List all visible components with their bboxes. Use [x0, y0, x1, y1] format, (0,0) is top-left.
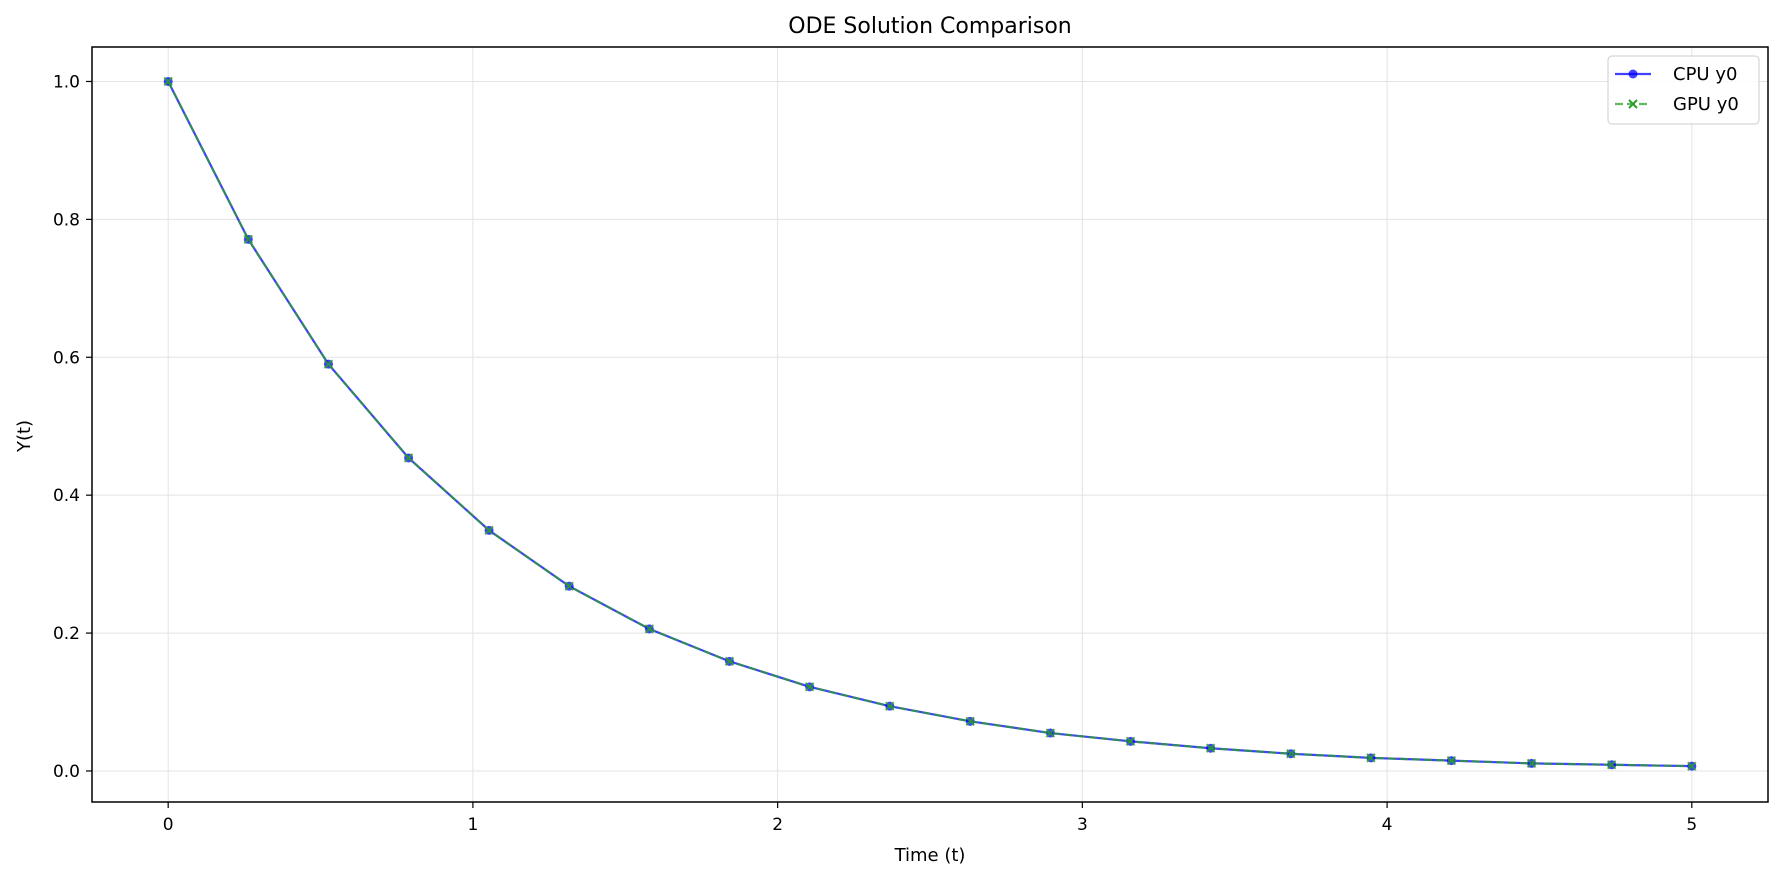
series-line — [167, 80, 1692, 768]
data-point — [1125, 736, 1136, 747]
x-tick-label: 2 — [772, 815, 783, 835]
data-point — [564, 581, 574, 591]
data-point — [1205, 743, 1216, 753]
legend-marker — [1628, 99, 1638, 109]
data-point — [885, 701, 895, 711]
data-point — [1687, 761, 1697, 771]
data-point — [243, 234, 254, 245]
series-line — [167, 80, 1692, 768]
legend: CPU y0 GPU y0 — [1607, 55, 1760, 125]
data-point — [163, 76, 173, 87]
y-tick-label: 0.8 — [53, 210, 80, 230]
x-tick-label: 1 — [467, 815, 478, 835]
legend-marker — [1628, 69, 1638, 79]
x-tick-label: 0 — [163, 815, 174, 835]
y-tick-label: 1.0 — [53, 72, 80, 92]
data-point — [724, 656, 735, 667]
series-gpu-y0 — [163, 76, 1697, 771]
data-point — [1286, 749, 1296, 759]
data-point — [1446, 755, 1457, 766]
y-axis: 0.0 0.2 0.4 0.6 0.8 1.0 — [53, 72, 92, 782]
legend-label: GPU y0 — [1673, 94, 1739, 115]
x-tick-label: 3 — [1077, 815, 1088, 835]
data-point — [1606, 760, 1617, 770]
y-axis-label: Y(t) — [14, 420, 35, 453]
plot-area-frame — [91, 46, 1769, 803]
x-tick-label: 5 — [1686, 815, 1697, 835]
data-point — [403, 453, 414, 463]
y-tick-label: 0.2 — [53, 624, 80, 644]
x-axis-label: Time (t) — [894, 845, 966, 866]
series-layer — [163, 76, 1697, 771]
chart-title: ODE Solution Comparison — [788, 14, 1072, 39]
legend-item: GPU y0 — [1615, 94, 1739, 115]
data-point — [1366, 753, 1376, 763]
x-axis: 0 1 2 3 4 5 — [163, 802, 1697, 835]
data-point — [804, 682, 815, 692]
y-tick-label: 0.0 — [53, 762, 80, 782]
y-tick-label: 0.6 — [53, 348, 80, 368]
data-point — [965, 716, 975, 727]
y-tick-label: 0.4 — [53, 486, 80, 506]
x-tick-label: 4 — [1382, 815, 1393, 835]
data-point — [1045, 728, 1056, 738]
series-cpu-y0 — [163, 76, 1697, 771]
grid — [92, 47, 1768, 802]
data-point — [323, 359, 334, 369]
data-point — [644, 624, 655, 634]
legend-label: CPU y0 — [1673, 64, 1737, 85]
data-point — [484, 525, 494, 536]
data-point — [1526, 758, 1537, 769]
legend-item: CPU y0 — [1615, 64, 1737, 85]
